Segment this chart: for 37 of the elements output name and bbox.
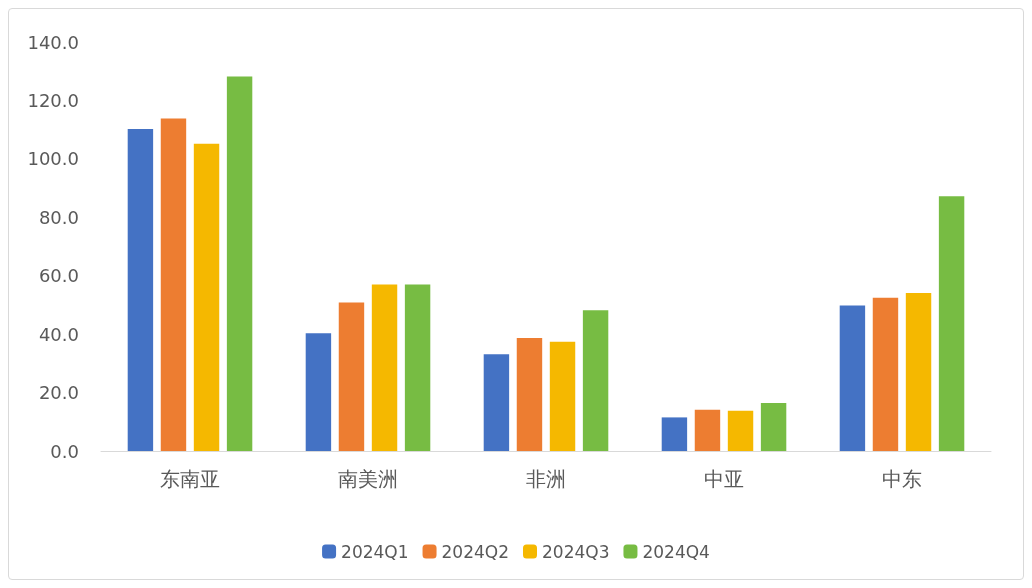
bar [371,284,398,451]
y-tick-label: 80.0 [38,206,79,228]
bar [760,403,787,451]
bar [872,297,899,451]
y-tick-label: 20.0 [38,382,79,404]
x-tick-label: 中亚 [704,467,744,491]
legend-label: 2024Q3 [542,541,610,562]
bar [582,310,609,451]
bar [694,409,721,451]
bar [404,284,431,451]
bar [127,129,154,451]
bar [305,333,332,451]
bar [516,337,543,451]
y-tick-label: 120.0 [27,89,79,111]
y-tick-label: 60.0 [38,265,79,287]
bar [226,76,253,451]
bar [338,302,365,451]
bar [483,354,510,451]
x-tick-label: 中东 [882,467,922,491]
legend-label: 2024Q1 [341,541,409,562]
y-tick-label: 0.0 [50,440,79,462]
bar [727,410,754,451]
bar [839,305,866,451]
x-tick-label: 南美洲 [338,467,398,491]
bar [160,118,187,451]
y-tick-label: 100.0 [27,148,79,170]
bar [193,143,220,451]
legend-label: 2024Q4 [642,541,710,562]
bar [661,417,688,451]
legend-label: 2024Q2 [441,541,510,562]
x-tick-label: 东南亚 [160,467,220,491]
bar [905,292,932,451]
y-tick-label: 140.0 [27,31,79,53]
y-tick-label: 40.0 [38,323,79,345]
bar [938,196,965,451]
bar [549,341,576,451]
x-tick-label: 非洲 [526,467,566,491]
